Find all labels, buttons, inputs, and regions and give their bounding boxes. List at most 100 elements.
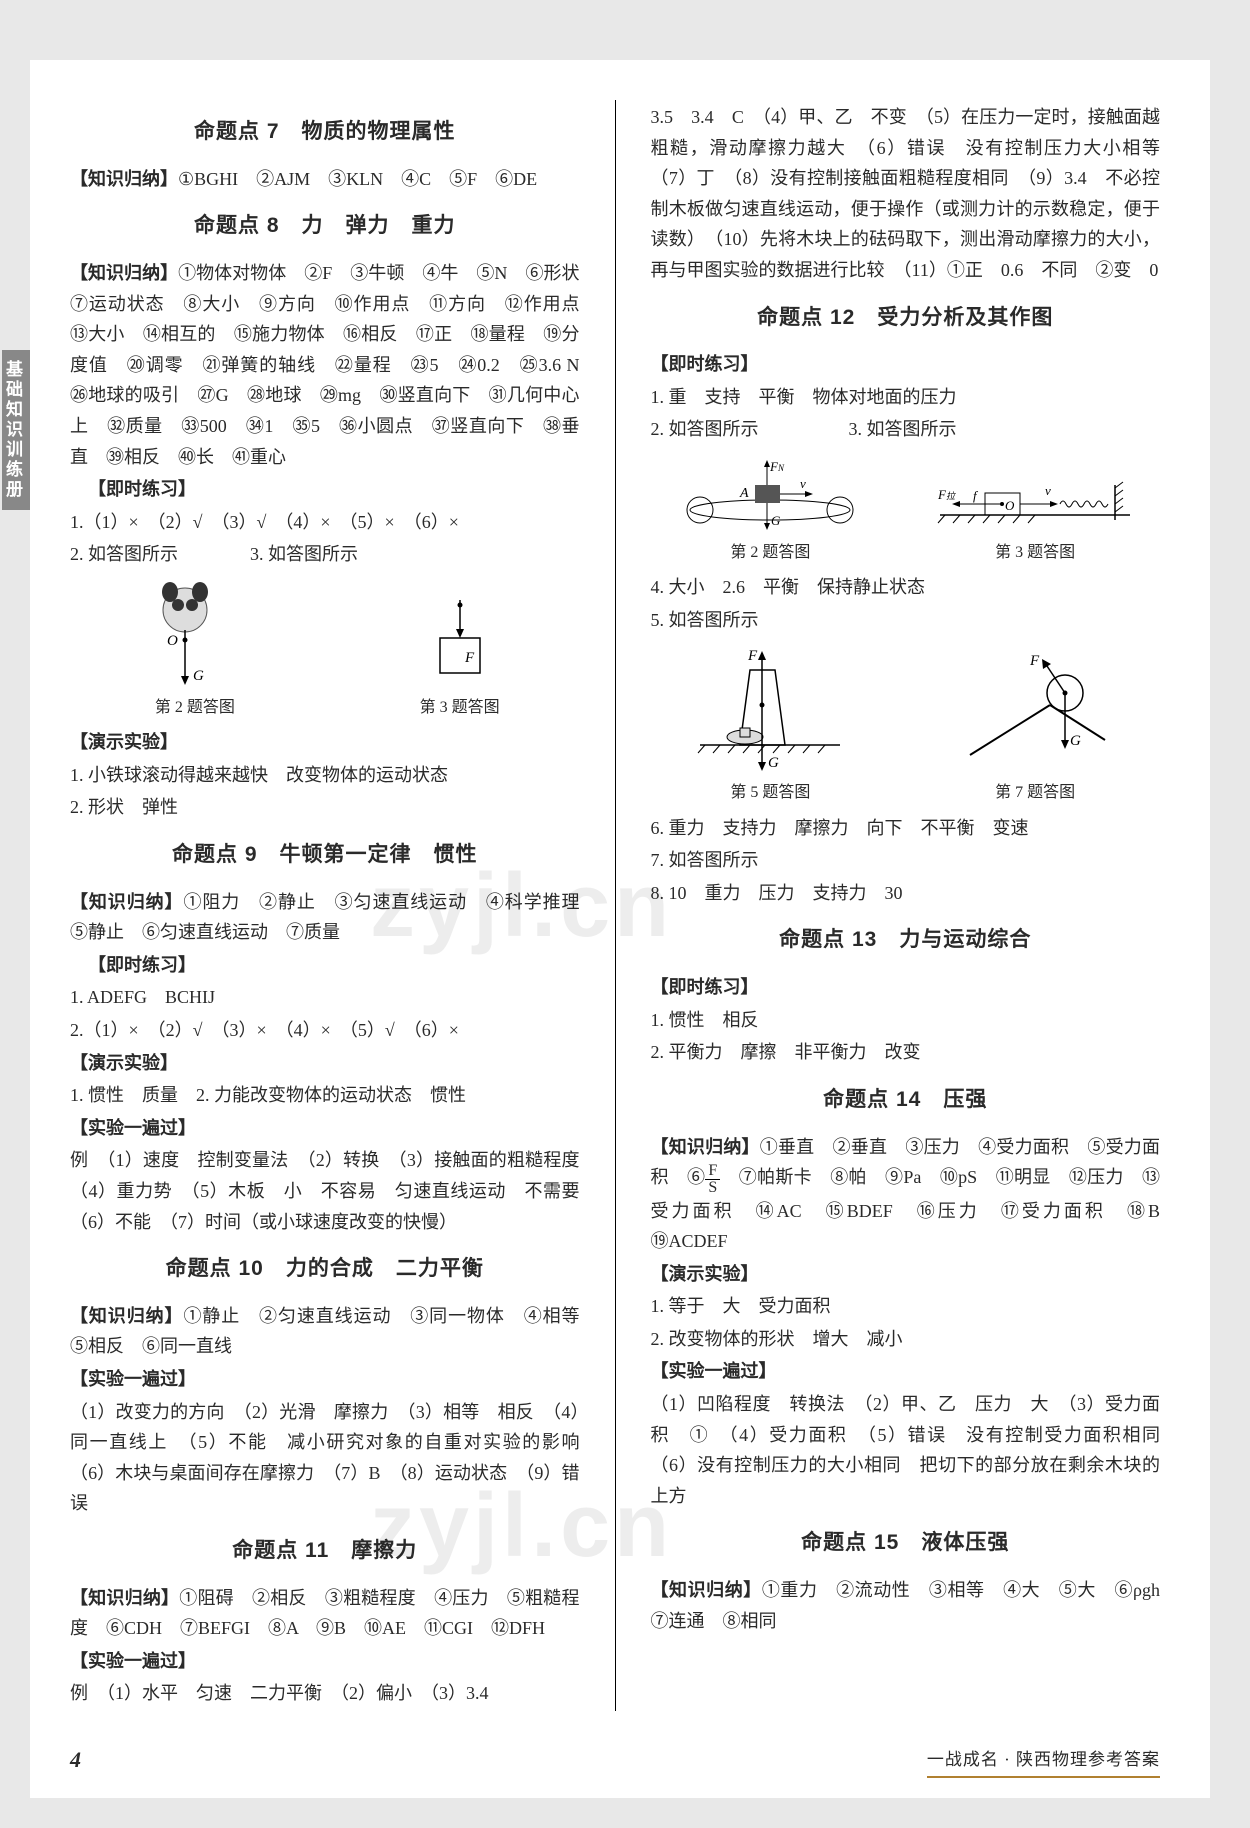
- label-zsgn: 【知识归纳】: [70, 1306, 183, 1326]
- topic-8-figures: O G 第 2 题答图 F 第 3 题答图: [70, 580, 580, 721]
- fig-12-2-caption: 第 2 题答图: [730, 539, 810, 566]
- page-number: 4: [70, 1741, 81, 1778]
- topic-15-title: 命题点 15 液体压强: [651, 1525, 1161, 1561]
- topic-12-l6: 6. 重力 支持力 摩擦力 向下 不平衡 变速: [651, 813, 1161, 844]
- topic-8-demo-label: 【演示实验】: [70, 727, 580, 758]
- fig-12-5-caption: 第 5 题答图: [730, 779, 810, 806]
- topic-7-title: 命题点 7 物质的物理属性: [70, 114, 580, 150]
- label-zsgn: 【知识归纳】: [651, 1137, 760, 1157]
- topic-14-exp: （1）凹陷程度 转换法 （2）甲、乙 压力 大 （3）受力面积 ① （4）受力面…: [651, 1389, 1161, 1511]
- topic-9-title: 命题点 9 牛顿第一定律 惯性: [70, 837, 580, 873]
- svg-text:v: v: [800, 476, 806, 491]
- two-column-layout: 命题点 7 物质的物理属性 【知识归纳】①BGHI ②AJM ③KLN ④C ⑤…: [70, 100, 1160, 1711]
- label-zsgn: 【知识归纳】: [70, 263, 178, 283]
- topic-12-title: 命题点 12 受力分析及其作图: [651, 300, 1161, 336]
- page: 基础知识训练册 zyjl.cn zyjl.cn 命题点 7 物质的物理属性 【知…: [30, 60, 1210, 1798]
- fig-8-3: F 第 3 题答图: [415, 590, 505, 721]
- topic-12-l7: 7. 如答图所示: [651, 845, 1161, 876]
- topic-9-d1: 1. 惯性 质量 2. 力能改变物体的运动状态 惯性: [70, 1080, 580, 1111]
- fraction-F-over-S: FS: [705, 1163, 720, 1196]
- left-column: 命题点 7 物质的物理属性 【知识归纳】①BGHI ②AJM ③KLN ④C ⑤…: [70, 100, 580, 1711]
- topic-12-figs-a: A FN v G 第 2 题答图: [651, 455, 1161, 566]
- topic-11-exp-label: 【实验一遍过】: [70, 1646, 580, 1677]
- page-footer: 4 一战成名 · 陕西物理参考答案: [70, 1741, 1160, 1778]
- topic-12-figs-b: F G 第 5 题答图 F: [651, 645, 1161, 806]
- svg-text:A: A: [739, 486, 749, 501]
- topic-8-zsgn-text: ①物体对物体 ②F ③牛顿 ④牛 ⑤N ⑥形状 ⑦运动状态 ⑧大小 ⑨方向 ⑩作…: [70, 263, 598, 467]
- fig-12-3-caption: 第 3 题答图: [995, 539, 1075, 566]
- svg-text:F: F: [747, 648, 758, 664]
- topic-10-exp-label: 【实验一遍过】: [70, 1364, 580, 1395]
- svg-text:v: v: [1045, 483, 1051, 498]
- topic-9-jslx-label: 【即时练习】: [70, 950, 580, 981]
- topic-14-exp-label: 【实验一遍过】: [651, 1356, 1161, 1387]
- topic-15-zsgn: 【知识归纳】①重力 ②流动性 ③相等 ④大 ⑤大 ⑥ρgh ⑦连通 ⑧相同: [651, 1575, 1161, 1636]
- right-column: 3.5 3.4 C （4）甲、乙 不变 （5）在压力一定时，接触面越粗糙，滑动摩…: [651, 100, 1161, 1711]
- topic-10-zsgn: 【知识归纳】①静止 ②匀速直线运动 ③同一物体 ④相等 ⑤相反 ⑥同一直线: [70, 1301, 580, 1362]
- fig-12-7: F G 第 7 题答图: [950, 645, 1120, 806]
- fig-12-5: F G 第 5 题答图: [690, 645, 850, 806]
- svg-text:F拉: F拉: [937, 487, 956, 502]
- topic-14-demo-label: 【演示实验】: [651, 1259, 1161, 1290]
- topic-14-zsgn-b: ⑦帕斯卡 ⑧帕 ⑨Pa ⑩pS ⑪明显 ⑫压力 ⑬受力面积 ⑭AC ⑮BDEF …: [651, 1167, 1179, 1251]
- topic-12-jslx-label: 【即时练习】: [651, 349, 1161, 380]
- topic-7-zsgn-text: ①BGHI ②AJM ③KLN ④C ⑤F ⑥DE: [178, 169, 537, 189]
- topic-7-zsgn: 【知识归纳】①BGHI ②AJM ③KLN ④C ⑤F ⑥DE: [70, 164, 580, 195]
- svg-text:G: G: [768, 755, 779, 771]
- topic-12-l4: 4. 大小 2.6 平衡 保持静止状态: [651, 572, 1161, 603]
- fig-8-3-svg: F: [415, 590, 505, 690]
- topic-14-d1: 1. 等于 大 受力面积: [651, 1291, 1161, 1322]
- topic-14-title: 命题点 14 压强: [651, 1082, 1161, 1118]
- topic-13-l1: 1. 惯性 相反: [651, 1005, 1161, 1036]
- topic-9-l1: 1. ADEFG BCHIJ: [70, 982, 580, 1013]
- fig-8-2-caption: 第 2 题答图: [155, 694, 235, 721]
- svg-text:F: F: [464, 650, 475, 666]
- topic-9-l2: 2.（1）× （2）√ （3）× （4）× （5）√ （6）×: [70, 1015, 580, 1046]
- label-zsgn: 【知识归纳】: [70, 1588, 179, 1608]
- topic-12-l8: 8. 10 重力 压力 支持力 30: [651, 878, 1161, 909]
- svg-text:F: F: [1029, 653, 1040, 669]
- svg-text:f: f: [973, 488, 979, 503]
- fig-12-3: O F拉 f v 第 3 题答图: [930, 455, 1140, 566]
- topic-8-l2: 2. 如答图所示 3. 如答图所示: [70, 539, 580, 570]
- topic-9-demo-label: 【演示实验】: [70, 1048, 580, 1079]
- label-zsgn: 【知识归纳】: [651, 1580, 762, 1600]
- fig-12-7-caption: 第 7 题答图: [995, 779, 1075, 806]
- topic-11-exp-line: 例 （1）水平 匀速 二力平衡 （2）偏小 （3）3.4: [70, 1678, 580, 1709]
- topic-13-l2: 2. 平衡力 摩擦 非平衡力 改变: [651, 1037, 1161, 1068]
- topic-11-zsgn: 【知识归纳】①阻碍 ②相反 ③粗糙程度 ④压力 ⑤粗糙程度 ⑥CDH ⑦BEFG…: [70, 1583, 580, 1644]
- topic-8-jslx-label: 【即时练习】: [70, 474, 580, 505]
- topic-13-jslx-label: 【即时练习】: [651, 972, 1161, 1003]
- svg-text:G: G: [1070, 733, 1081, 749]
- topic-9-exp: 例 （1）速度 控制变量法 （2）转换 （3）接触面的粗糙程度 （4）重力势 （…: [70, 1145, 580, 1237]
- svg-text:O: O: [167, 633, 178, 649]
- topic-13-title: 命题点 13 力与运动综合: [651, 922, 1161, 958]
- svg-text:G: G: [771, 513, 781, 528]
- topic-8-d2: 2. 形状 弹性: [70, 792, 580, 823]
- topic-11-title: 命题点 11 摩擦力: [70, 1533, 580, 1569]
- footer-text: 一战成名 · 陕西物理参考答案: [927, 1746, 1160, 1779]
- svg-text:O: O: [1005, 498, 1015, 513]
- topic-8-zsgn: 【知识归纳】①物体对物体 ②F ③牛顿 ④牛 ⑤N ⑥形状 ⑦运动状态 ⑧大小 …: [70, 258, 580, 472]
- topic-12-l2: 2. 如答图所示 3. 如答图所示: [651, 414, 1161, 445]
- topic-14-zsgn: 【知识归纳】①垂直 ②垂直 ③压力 ④受力面积 ⑤受力面积 ⑥FS ⑦帕斯卡 ⑧…: [651, 1132, 1161, 1257]
- label-zsgn: 【知识归纳】: [70, 892, 183, 912]
- continuation-text: 3.5 3.4 C （4）甲、乙 不变 （5）在压力一定时，接触面越粗糙，滑动摩…: [651, 102, 1161, 286]
- topic-12-l1: 1. 重 支持 平衡 物体对地面的压力: [651, 382, 1161, 413]
- fig-12-7-svg: F G: [950, 645, 1120, 775]
- topic-8-d1: 1. 小铁球滚动得越来越快 改变物体的运动状态: [70, 760, 580, 791]
- label-zsgn: 【知识归纳】: [70, 169, 178, 189]
- topic-10-exp: （1）改变力的方向 （2）光滑 摩擦力 （3）相等 相反 （4）同一直线上 （5…: [70, 1397, 580, 1519]
- topic-14-d2: 2. 改变物体的形状 增大 减小: [651, 1324, 1161, 1355]
- column-divider: [615, 100, 616, 1711]
- topic-8-l1: 1.（1）× （2）√ （3）√ （4）× （5）× （6）×: [70, 507, 580, 538]
- fig-8-2-svg: O G: [145, 580, 245, 690]
- topic-12-l5: 5. 如答图所示: [651, 605, 1161, 636]
- svg-text:G: G: [193, 668, 204, 684]
- fig-12-2-svg: A FN v G: [670, 455, 870, 535]
- fig-8-3-caption: 第 3 题答图: [420, 694, 500, 721]
- fig-12-5-svg: F G: [690, 645, 850, 775]
- fig-12-3-svg: O F拉 f v: [930, 455, 1140, 535]
- svg-text:FN: FN: [769, 459, 785, 474]
- topic-9-zsgn: 【知识归纳】①阻力 ②静止 ③匀速直线运动 ④科学推理 ⑤静止 ⑥匀速直线运动 …: [70, 887, 580, 948]
